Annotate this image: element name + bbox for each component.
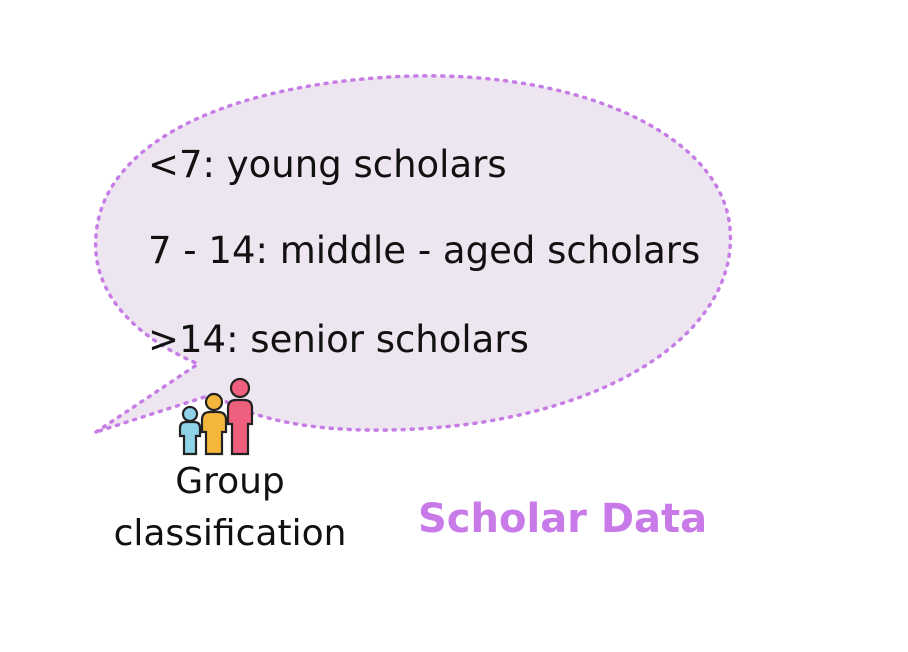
group-classification-label-line1: Group — [175, 461, 285, 502]
middle-aged-figure — [200, 392, 228, 456]
category-young-scholars: <7: young scholars — [148, 143, 507, 186]
scholar-data-title: Scholar Data — [418, 496, 708, 542]
speech-bubble-shape — [93, 74, 733, 434]
child-figure — [178, 405, 202, 456]
group-classification-label-line2: classification — [113, 513, 347, 554]
category-senior-scholars: >14: senior scholars — [148, 318, 529, 361]
senior-figure — [226, 377, 254, 456]
category-middle-aged-scholars: 7 - 14: middle - aged scholars — [148, 229, 701, 272]
family-icon — [178, 377, 254, 456]
